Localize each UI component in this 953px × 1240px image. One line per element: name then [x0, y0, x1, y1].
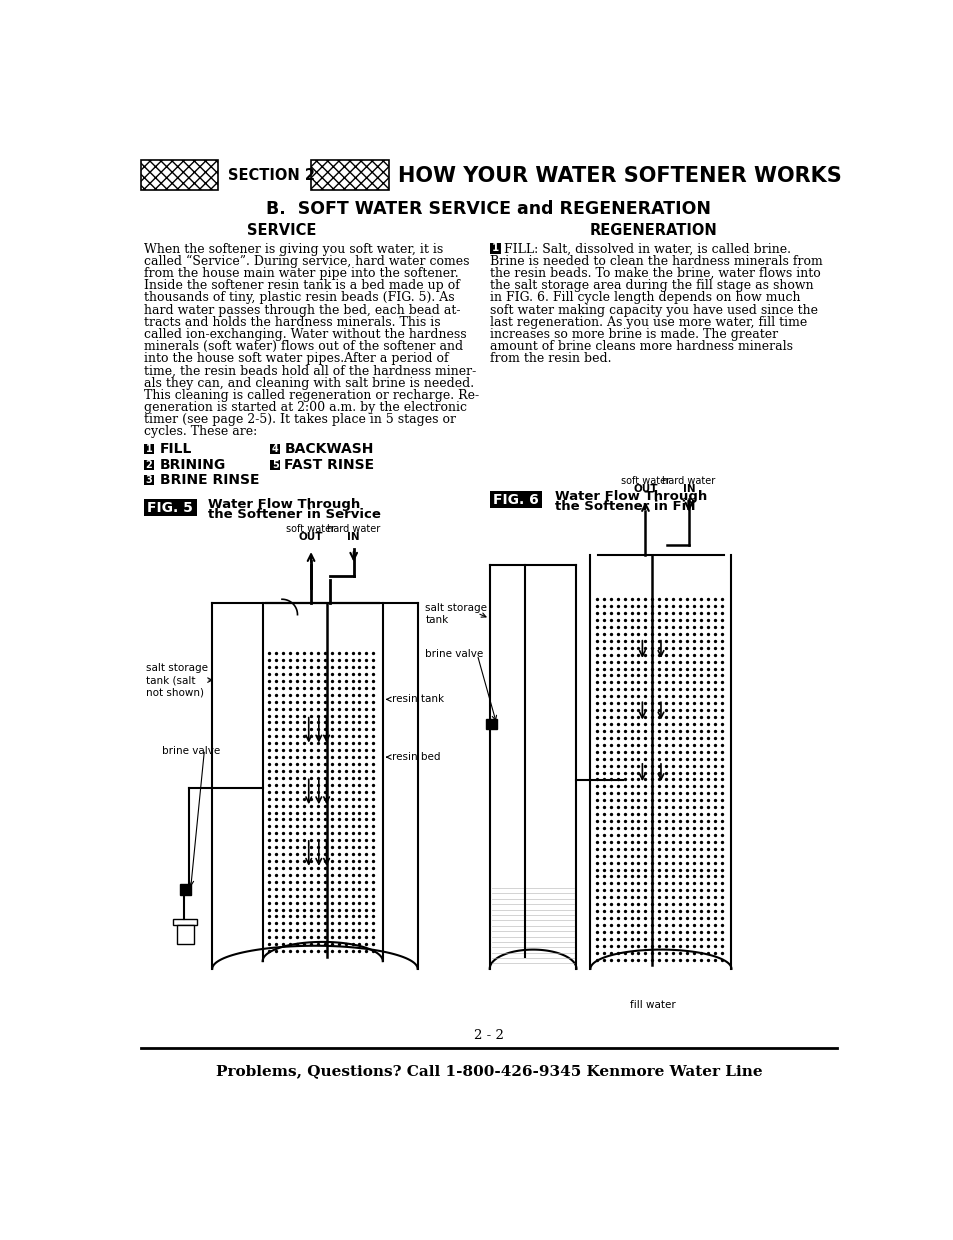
Text: soft water making capacity you have used since the: soft water making capacity you have used… — [489, 304, 817, 316]
Bar — [270, 444, 280, 455]
Bar — [179, 884, 191, 895]
Text: brine valve: brine valve — [162, 745, 220, 755]
Text: tracts and holds the hardness minerals. This is: tracts and holds the hardness minerals. … — [144, 316, 440, 329]
Bar — [144, 475, 154, 485]
Text: SERVICE: SERVICE — [247, 223, 316, 238]
Text: resin tank: resin tank — [392, 694, 444, 704]
Text: FIG. 5: FIG. 5 — [148, 501, 193, 515]
Text: B.  SOFT WATER SERVICE and REGENERATION: B. SOFT WATER SERVICE and REGENERATION — [266, 200, 711, 218]
Text: generation is started at 2:00 a.m. by the electronic: generation is started at 2:00 a.m. by th… — [144, 401, 467, 414]
Text: Water Flow Through: Water Flow Through — [555, 490, 706, 503]
Text: cycles. These are:: cycles. These are: — [144, 425, 257, 438]
Bar — [141, 160, 218, 190]
Text: in FIG. 6. Fill cycle length depends on how much: in FIG. 6. Fill cycle length depends on … — [489, 291, 800, 304]
Bar — [489, 243, 500, 253]
Text: FILL: Salt, dissolved in water, is called brine.: FILL: Salt, dissolved in water, is calle… — [503, 243, 790, 255]
Text: brine valve: brine valve — [425, 650, 483, 660]
Bar — [173, 919, 196, 925]
Text: HOW YOUR WATER SOFTENER WORKS: HOW YOUR WATER SOFTENER WORKS — [397, 166, 841, 186]
Text: from the house main water pipe into the softener.: from the house main water pipe into the … — [144, 267, 458, 280]
Text: timer (see page 2-5). It takes place in 5 stages or: timer (see page 2-5). It takes place in … — [144, 413, 456, 427]
Text: 2 - 2: 2 - 2 — [474, 1029, 503, 1043]
Text: the Softener in Fill: the Softener in Fill — [555, 500, 695, 513]
Text: 1: 1 — [146, 444, 152, 455]
Text: 1: 1 — [491, 243, 498, 253]
Text: called “Service”. During service, hard water comes: called “Service”. During service, hard w… — [144, 255, 469, 268]
Text: soft water: soft water — [286, 523, 335, 533]
Text: OUT: OUT — [633, 484, 657, 494]
Text: Inside the softener resin tank is a bed made up of: Inside the softener resin tank is a bed … — [144, 279, 459, 293]
Text: last regeneration. As you use more water, fill time: last regeneration. As you use more water… — [489, 316, 806, 329]
Text: the Softener in Service: the Softener in Service — [208, 507, 381, 521]
Text: called ion-exchanging. Water without the hardness: called ion-exchanging. Water without the… — [144, 327, 466, 341]
Text: 2: 2 — [146, 460, 152, 470]
Text: time, the resin beads hold all of the hardness miner-: time, the resin beads hold all of the ha… — [144, 365, 476, 377]
Text: the salt storage area during the fill stage as shown: the salt storage area during the fill st… — [489, 279, 813, 293]
Text: IN: IN — [347, 532, 359, 542]
Text: FILL: FILL — [159, 443, 192, 456]
Text: hard water passes through the bed, each bead at-: hard water passes through the bed, each … — [144, 304, 460, 316]
Bar — [144, 500, 196, 516]
Text: OUT: OUT — [298, 532, 323, 542]
Text: soft water: soft water — [620, 476, 669, 486]
Bar — [176, 925, 193, 944]
Bar — [485, 719, 497, 729]
Text: IN: IN — [681, 484, 695, 494]
Text: resin bed: resin bed — [392, 753, 440, 763]
Text: fill water: fill water — [630, 999, 676, 1009]
Text: salt storage
tank (salt
not shown): salt storage tank (salt not shown) — [146, 663, 208, 698]
Text: 3: 3 — [146, 475, 152, 485]
Text: SECTION 2: SECTION 2 — [228, 169, 314, 184]
Text: from the resin bed.: from the resin bed. — [489, 352, 611, 366]
Bar — [489, 491, 542, 508]
Text: Problems, Questions? Call 1-800-426-9345 Kenmore Water Line: Problems, Questions? Call 1-800-426-9345… — [215, 1064, 761, 1079]
Text: into the house soft water pipes.After a period of: into the house soft water pipes.After a … — [144, 352, 448, 366]
Text: the resin beads. To make the brine, water flows into: the resin beads. To make the brine, wate… — [489, 267, 820, 280]
Text: thousands of tiny, plastic resin beads (FIG. 5). As: thousands of tiny, plastic resin beads (… — [144, 291, 455, 304]
Text: BACKWASH: BACKWASH — [284, 443, 374, 456]
Text: increases so more brine is made. The greater: increases so more brine is made. The gre… — [489, 327, 777, 341]
Bar — [270, 460, 280, 470]
Text: als they can, and cleaning with salt brine is needed.: als they can, and cleaning with salt bri… — [144, 377, 474, 389]
Text: hard water: hard water — [327, 523, 380, 533]
Text: This cleaning is called regeneration or recharge. Re-: This cleaning is called regeneration or … — [144, 388, 478, 402]
Text: salt storage
tank: salt storage tank — [425, 603, 487, 625]
Text: hard water: hard water — [661, 476, 715, 486]
Text: BRINING: BRINING — [159, 458, 226, 472]
Text: minerals (soft water) flows out of the softener and: minerals (soft water) flows out of the s… — [144, 340, 463, 353]
Text: Brine is needed to clean the hardness minerals from: Brine is needed to clean the hardness mi… — [489, 255, 821, 268]
Text: BRINE RINSE: BRINE RINSE — [159, 474, 259, 487]
Text: 5: 5 — [272, 460, 278, 470]
Text: amount of brine cleans more hardness minerals: amount of brine cleans more hardness min… — [489, 340, 792, 353]
Text: Water Flow Through: Water Flow Through — [208, 497, 360, 511]
Bar — [144, 460, 154, 470]
Bar — [311, 160, 389, 190]
Text: When the softener is giving you soft water, it is: When the softener is giving you soft wat… — [144, 243, 443, 255]
Text: REGENERATION: REGENERATION — [590, 223, 717, 238]
Bar — [144, 444, 154, 455]
Text: FAST RINSE: FAST RINSE — [284, 458, 375, 472]
Text: 4: 4 — [272, 444, 278, 455]
Text: FIG. 6: FIG. 6 — [493, 494, 538, 507]
